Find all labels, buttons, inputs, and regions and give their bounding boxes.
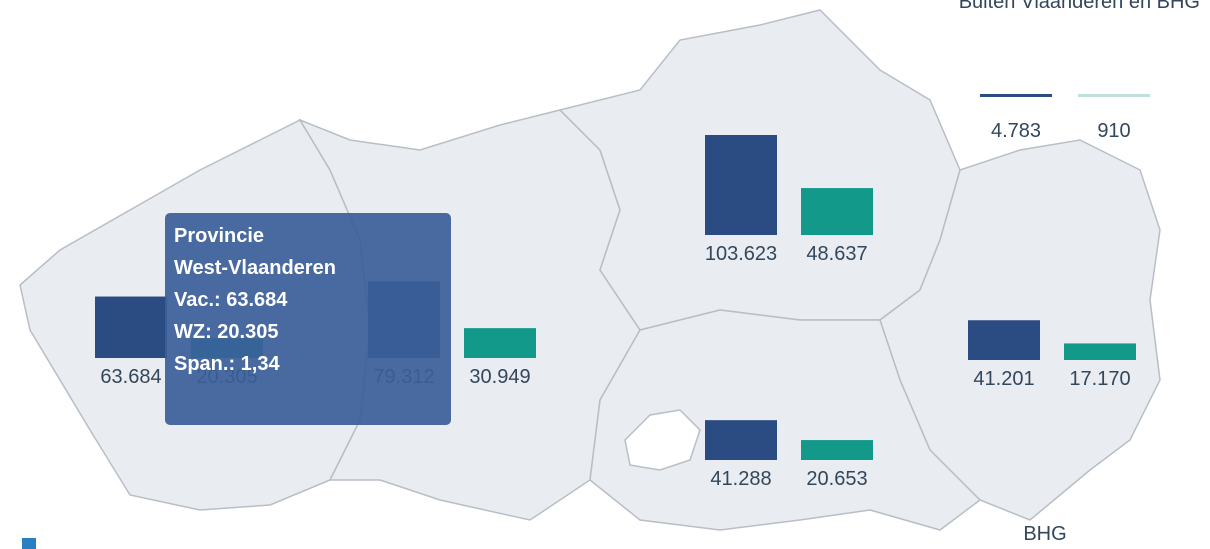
bar — [1064, 343, 1136, 360]
outside-bar — [980, 94, 1052, 97]
value-label: 20.653 — [806, 468, 867, 490]
bar — [705, 135, 777, 235]
outside-title: Buiten Vlaanderen en BHG — [959, 0, 1200, 13]
tooltip-line: West-Vlaanderen — [174, 257, 336, 279]
bar — [801, 440, 873, 460]
legend-swatch — [22, 538, 36, 549]
value-label: 17.170 — [1069, 368, 1130, 390]
bar — [705, 420, 777, 460]
value-label: 63.684 — [100, 366, 161, 388]
tooltip — [165, 213, 451, 425]
value-label: 103.623 — [705, 243, 777, 265]
tooltip-line: Vac.: 63.684 — [174, 289, 288, 311]
value-label: 4.783 — [991, 120, 1041, 142]
bar — [464, 328, 536, 358]
bar — [801, 188, 873, 235]
value-label: 41.288 — [710, 468, 771, 490]
value-label: 30.949 — [469, 366, 530, 388]
vlaams-brabant — [589, 309, 982, 531]
bar — [95, 296, 167, 358]
tooltip-line: Span.: 1,34 — [174, 353, 280, 375]
value-label: 910 — [1097, 120, 1130, 142]
value-label: 41.201 — [973, 368, 1034, 390]
tooltip-line: Provincie — [174, 225, 264, 247]
outside-bar — [1078, 94, 1150, 97]
tooltip-line: WZ: 20.305 — [174, 321, 278, 343]
bhg-label: BHG — [1023, 523, 1066, 545]
value-label: 48.637 — [806, 243, 867, 265]
bar — [968, 320, 1040, 360]
bhg — [624, 409, 701, 471]
